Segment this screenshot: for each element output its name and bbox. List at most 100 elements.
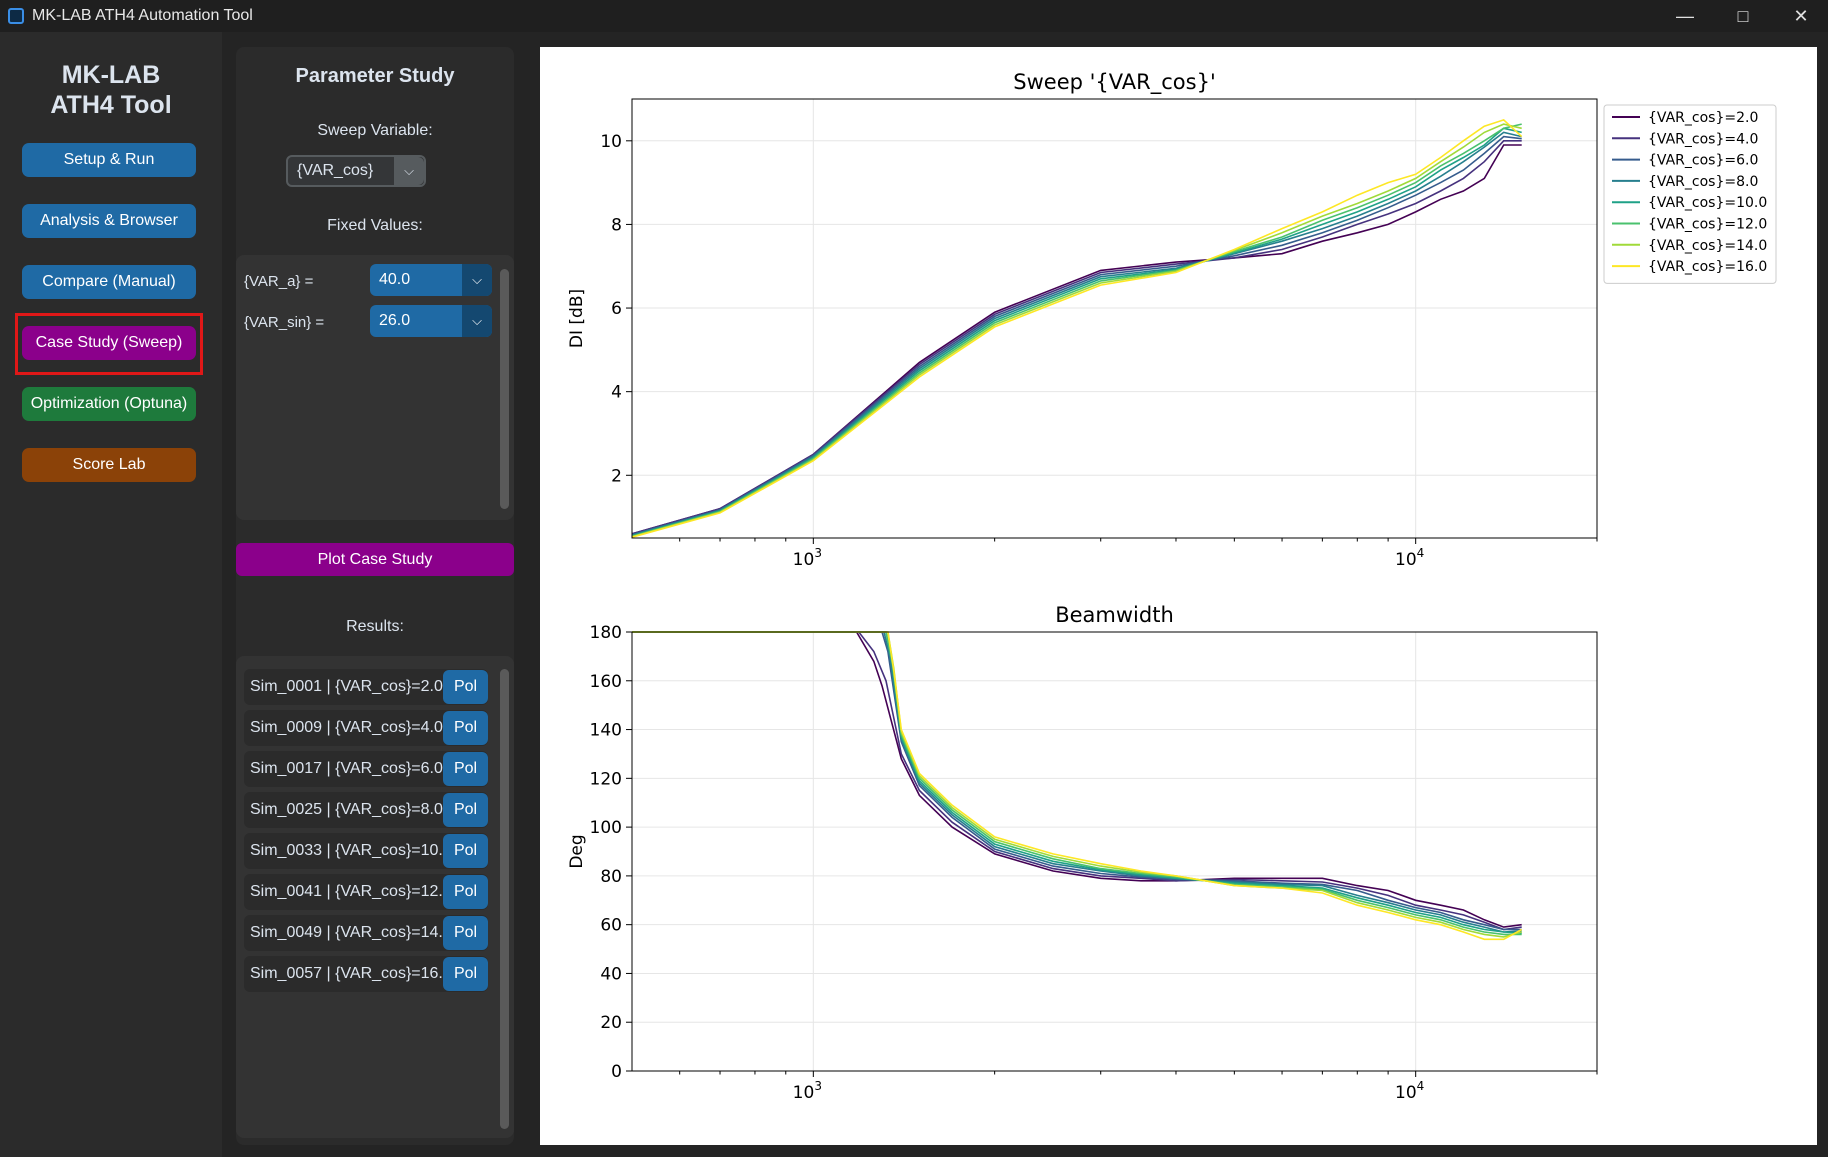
list-item: Sim_0001 | {VAR_cos}=2.0 Pol xyxy=(244,669,488,705)
score-lab-button[interactable]: Score Lab xyxy=(22,448,196,482)
series-line-8 xyxy=(631,118,1523,538)
sidebar: MK-LAB ATH4 Tool Setup & Run Analysis & … xyxy=(0,32,222,1157)
polar-button[interactable]: Pol xyxy=(443,752,488,786)
y-tick-label: 20 xyxy=(600,1013,622,1033)
fixed-var-a-value: 40.0 xyxy=(379,271,411,288)
series-line-5 xyxy=(632,631,1522,934)
y-tick-label: 10 xyxy=(600,132,622,152)
sweep-variable-value: {VAR_cos} xyxy=(297,162,374,179)
analysis-browser-button[interactable]: Analysis & Browser xyxy=(22,204,196,238)
legend-entry: {VAR_cos}=12.0 xyxy=(1648,217,1767,233)
series-line-6 xyxy=(632,631,1522,936)
chevron-down-icon[interactable]: ⌵ xyxy=(394,157,424,185)
fixed-var-sin-select[interactable]: 26.0 ⌵ xyxy=(370,305,492,337)
legend-entry: {VAR_cos}=2.0 xyxy=(1648,110,1758,126)
window-title: MK-LAB ATH4 Automation Tool xyxy=(32,7,253,24)
chevron-down-icon[interactable]: ⌵ xyxy=(462,264,492,296)
fixed-var-sin-value: 26.0 xyxy=(379,312,411,329)
plot-case-study-button[interactable]: Plot Case Study xyxy=(236,543,514,576)
list-item: Sim_0033 | {VAR_cos}=10.0 Pol xyxy=(244,833,488,869)
chart-2: 103 104 0 20 40 60 80 100 120 140 160 180 Beamwidth D… xyxy=(567,603,1598,1103)
selection-highlight xyxy=(15,313,203,375)
results-frame: Sim_0001 | {VAR_cos}=2.0 Pol Sim_0009 | {… xyxy=(236,656,514,1138)
series-line-1 xyxy=(631,144,1522,535)
legend-entry: {VAR_cos}=8.0 xyxy=(1648,174,1758,190)
x-tick-label: 104 xyxy=(1395,1079,1424,1103)
app-brand: MK-LAB ATH4 Tool xyxy=(50,61,172,119)
title-bar: MK-LAB ATH4 Automation Tool — □ ✕ xyxy=(0,0,1828,32)
x-tick-label: 104 xyxy=(1395,546,1424,570)
panel-title: Parameter Study xyxy=(295,65,455,87)
legend-entry: {VAR_cos}=6.0 xyxy=(1648,153,1758,169)
list-item: Sim_0057 | {VAR_cos}=16.0 Pol xyxy=(244,956,488,992)
sweep-variable-select[interactable]: {VAR_cos} ⌵ xyxy=(286,155,426,187)
y-tick-label: 40 xyxy=(600,964,622,984)
axes-frame xyxy=(631,631,1598,1072)
x-tick-label: 103 xyxy=(793,1079,822,1103)
y-axis-label: DI [dB] xyxy=(567,289,587,348)
y-axis-label: Deg xyxy=(567,834,587,868)
fixed-var-sin-label: {VAR_sin} = xyxy=(244,314,325,331)
series-line-3 xyxy=(632,631,1522,931)
polar-button[interactable]: Pol xyxy=(443,957,488,991)
polar-button[interactable]: Pol xyxy=(443,711,488,745)
fixed-values-scrollbar[interactable] xyxy=(500,269,509,509)
minimize-icon[interactable]: — xyxy=(1676,5,1694,26)
y-tick-label: 8 xyxy=(611,215,622,235)
y-tick-label: 140 xyxy=(590,721,622,741)
polar-button[interactable]: Pol xyxy=(443,834,488,868)
list-item: Sim_0009 | {VAR_cos}=4.0 Pol xyxy=(244,710,488,746)
polar-button[interactable]: Pol xyxy=(443,916,488,950)
y-tick-label: 0 xyxy=(611,1062,622,1082)
setup-run-button[interactable]: Setup & Run xyxy=(22,143,196,177)
series-line-2 xyxy=(631,140,1522,535)
results-scrollbar[interactable] xyxy=(500,669,509,1129)
plot-area: 103 104 2 4 6 8 10 Sweep '{VAR_cos}' DI [dB] {VAR… xyxy=(540,47,1817,1145)
close-icon[interactable]: ✕ xyxy=(1793,5,1809,26)
app-icon xyxy=(8,8,24,24)
chart-canvas: 103 104 2 4 6 8 10 Sweep '{VAR_cos}' DI [dB] {VAR… xyxy=(567,70,1777,1103)
series-line-8 xyxy=(632,631,1523,941)
y-tick-label: 180 xyxy=(590,623,622,643)
chevron-down-icon[interactable]: ⌵ xyxy=(462,305,492,337)
y-tick-label: 100 xyxy=(590,818,622,838)
legend-entry: {VAR_cos}=10.0 xyxy=(1648,195,1767,211)
optimization-optuna-button[interactable]: Optimization (Optuna) xyxy=(22,387,196,421)
legend-entry: {VAR_cos}=16.0 xyxy=(1648,259,1767,275)
fixed-values-label: Fixed Values: xyxy=(327,217,423,234)
fixed-var-a-label: {VAR_a} = xyxy=(244,273,314,290)
y-tick-label: 160 xyxy=(590,672,622,692)
polar-button[interactable]: Pol xyxy=(443,875,488,909)
axes-frame xyxy=(631,98,1598,539)
y-tick-label: 80 xyxy=(600,867,622,887)
y-tick-label: 120 xyxy=(590,769,622,789)
sweep-variable-label: Sweep Variable: xyxy=(317,122,433,139)
list-item: Sim_0017 | {VAR_cos}=6.0 Pol xyxy=(244,751,488,787)
results-label: Results: xyxy=(346,618,404,635)
series-line-6 xyxy=(631,123,1522,538)
series-line-4 xyxy=(631,131,1522,536)
chart-title: Beamwidth xyxy=(1055,603,1174,627)
fixed-var-a-select[interactable]: 40.0 ⌵ xyxy=(370,264,492,296)
chart-1: 103 104 2 4 6 8 10 Sweep '{VAR_cos}' DI [dB] {VAR… xyxy=(567,70,1777,570)
series-line-5 xyxy=(631,127,1522,537)
series-line-3 xyxy=(631,135,1522,536)
polar-button[interactable]: Pol xyxy=(443,793,488,827)
parameter-panel: Parameter Study Sweep Variable: {VAR_cos… xyxy=(236,47,514,1145)
compare-manual-button[interactable]: Compare (Manual) xyxy=(22,265,196,299)
fixed-values-frame: {VAR_a} = 40.0 ⌵ {VAR_sin} = 26.0 ⌵ xyxy=(236,255,514,520)
y-tick-label: 60 xyxy=(600,916,622,936)
legend-entry: {VAR_cos}=4.0 xyxy=(1648,131,1758,147)
list-item: Sim_0041 | {VAR_cos}=12.0 Pol xyxy=(244,874,488,910)
series-line-7 xyxy=(631,123,1522,538)
case-study-sweep-button[interactable]: Case Study (Sweep) xyxy=(22,326,196,360)
legend-entry: {VAR_cos}=14.0 xyxy=(1648,238,1767,254)
polar-button[interactable]: Pol xyxy=(443,670,488,704)
chart-title: Sweep '{VAR_cos}' xyxy=(1013,70,1215,95)
maximize-icon[interactable]: □ xyxy=(1737,5,1749,26)
legend-box xyxy=(1603,104,1777,284)
series-line-2 xyxy=(632,631,1522,931)
list-item: Sim_0025 | {VAR_cos}=8.0 Pol xyxy=(244,792,488,828)
list-item: Sim_0049 | {VAR_cos}=14.0 Pol xyxy=(244,915,488,951)
y-tick-label: 2 xyxy=(611,466,622,486)
